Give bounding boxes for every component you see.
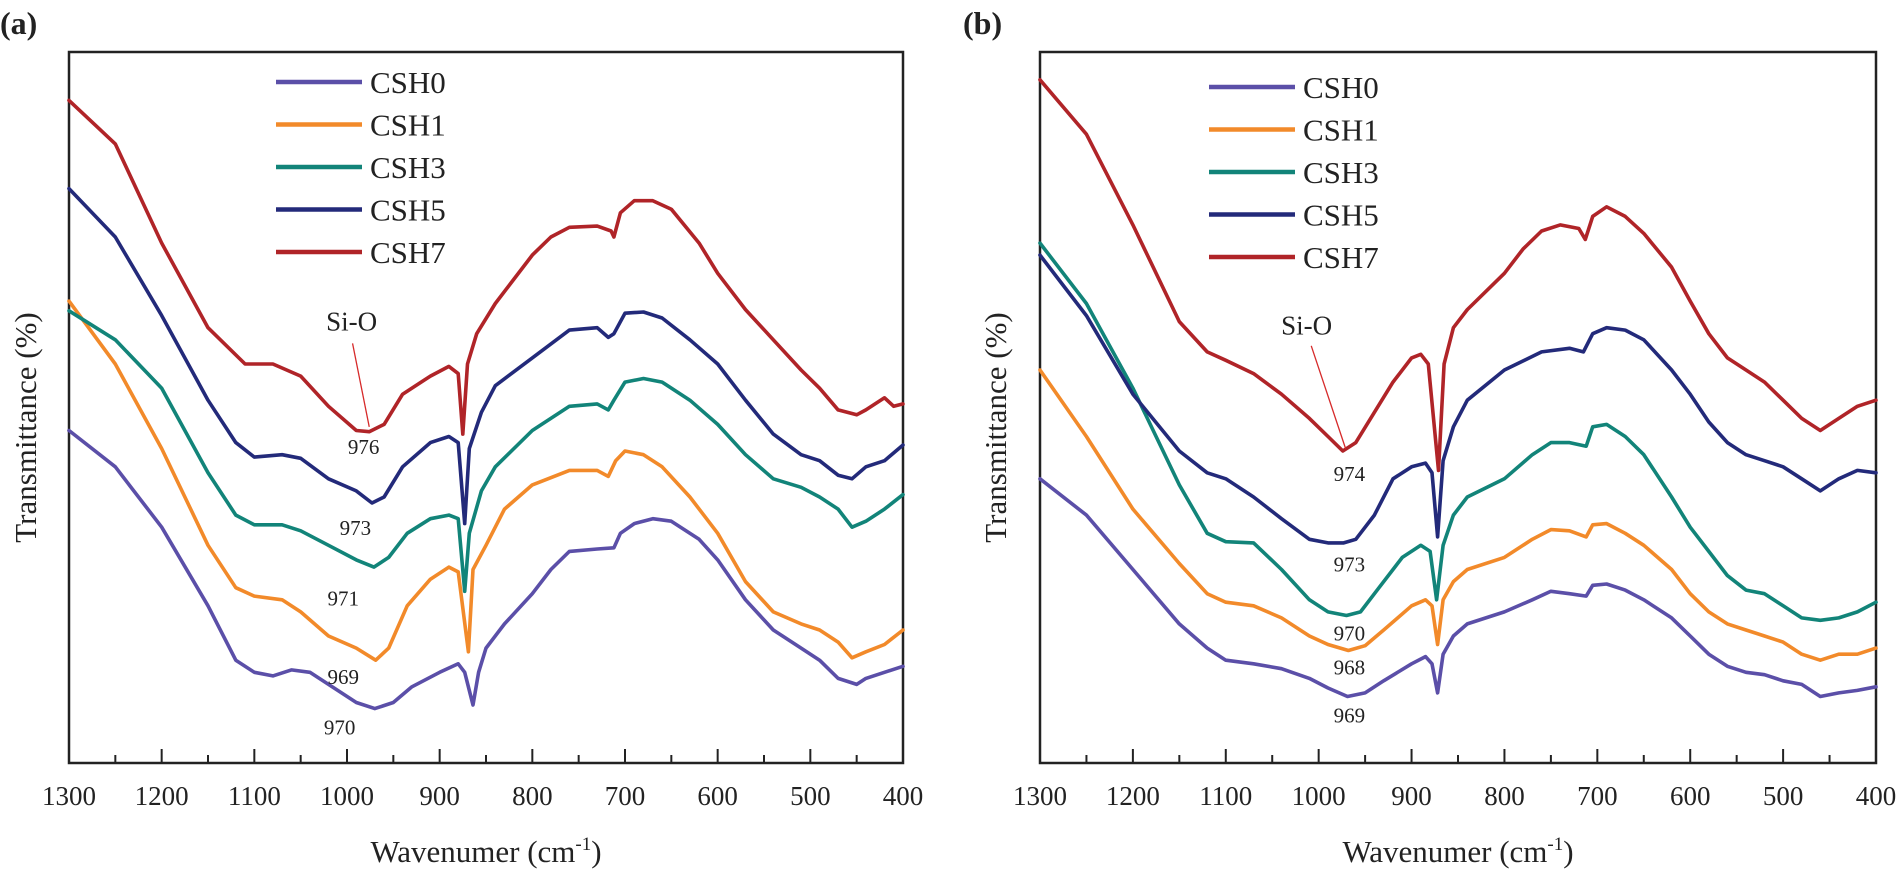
y-axis-title: Transmittance (%) — [978, 312, 1013, 542]
x-tick-label: 600 — [1670, 781, 1711, 811]
series-line-csh5 — [67, 186, 905, 526]
plot-frame — [1038, 50, 1878, 765]
si-o-callout-label: Si-O — [326, 307, 377, 337]
series-line-csh7 — [67, 98, 905, 436]
x-tick-label: 1100 — [228, 781, 281, 811]
si-o-callout-line — [1310, 345, 1347, 449]
peak-label: 969 — [1334, 704, 1366, 728]
peak-label: 970 — [324, 716, 356, 740]
y-axis-title: Transmittance (%) — [8, 312, 43, 542]
legend-label-csh0: CSH0 — [370, 65, 446, 100]
x-tick-label: 800 — [512, 781, 553, 811]
legend-label-csh7: CSH7 — [1303, 240, 1379, 275]
peak-label: 973 — [1334, 552, 1366, 576]
x-tick-label: 1000 — [1292, 781, 1346, 811]
legend-label-csh5: CSH5 — [1303, 198, 1379, 233]
x-axis-title: Wavenumer (cm-1) — [1342, 834, 1573, 869]
series-line-csh1 — [67, 299, 905, 662]
x-tick-label: 600 — [697, 781, 738, 811]
legend-label-csh0: CSH0 — [1303, 70, 1379, 105]
legend-label-csh5: CSH5 — [370, 193, 446, 228]
x-tick-label: 1000 — [320, 781, 374, 811]
legend-label-csh3: CSH3 — [1303, 155, 1379, 190]
x-tick-label: 800 — [1484, 781, 1525, 811]
panel-label: (a) — [0, 5, 37, 41]
series-line-csh0 — [67, 428, 905, 711]
series-line-csh1 — [1038, 368, 1878, 662]
panel-b: (b) 1300 1200 1100 1000 900 800 700 600 500 400 Wav… — [963, 5, 1896, 869]
x-tick-label: 900 — [1391, 781, 1432, 811]
peak-label: 974 — [1334, 462, 1366, 486]
x-tick-label: 1200 — [135, 781, 189, 811]
peak-label: 969 — [328, 665, 360, 689]
x-tick-label: 500 — [790, 781, 831, 811]
panel-a: (a) 1300 1200 1100 1000 900 800 700 600 500 400 Wav… — [0, 5, 923, 869]
x-tick-label: 700 — [605, 781, 646, 811]
legend-label-csh1: CSH1 — [370, 108, 446, 143]
x-tick-label: 500 — [1763, 781, 1804, 811]
legend-label-csh3: CSH3 — [370, 150, 446, 185]
x-tick-label: 1100 — [1199, 781, 1252, 811]
x-axis-title: Wavenumer (cm-1) — [370, 834, 601, 869]
x-tick-label: 1300 — [42, 781, 96, 811]
peak-label: 971 — [328, 586, 360, 610]
x-tick-label: 400 — [1856, 781, 1897, 811]
si-o-callout-line — [351, 343, 370, 427]
series-line-csh3 — [1038, 241, 1878, 623]
si-o-callout-label: Si-O — [1281, 310, 1332, 340]
series-line-csh0 — [1038, 477, 1878, 699]
peak-label: 973 — [340, 516, 372, 540]
peak-label: 968 — [1334, 655, 1366, 679]
x-tick-label: 400 — [883, 781, 924, 811]
plot-frame — [67, 50, 905, 765]
peak-label: 976 — [348, 435, 380, 459]
x-tick-label: 900 — [419, 781, 460, 811]
series-line-csh3 — [67, 309, 905, 594]
x-tick-label: 1200 — [1106, 781, 1160, 811]
series-line-csh7 — [1038, 78, 1878, 473]
panel-label: (b) — [963, 5, 1002, 41]
series-line-csh5 — [1038, 253, 1878, 545]
x-tick-label: 700 — [1577, 781, 1618, 811]
x-tick-label: 1300 — [1013, 781, 1067, 811]
peak-label: 970 — [1334, 621, 1366, 645]
legend-label-csh1: CSH1 — [1303, 113, 1379, 148]
legend-label-csh7: CSH7 — [370, 235, 446, 270]
